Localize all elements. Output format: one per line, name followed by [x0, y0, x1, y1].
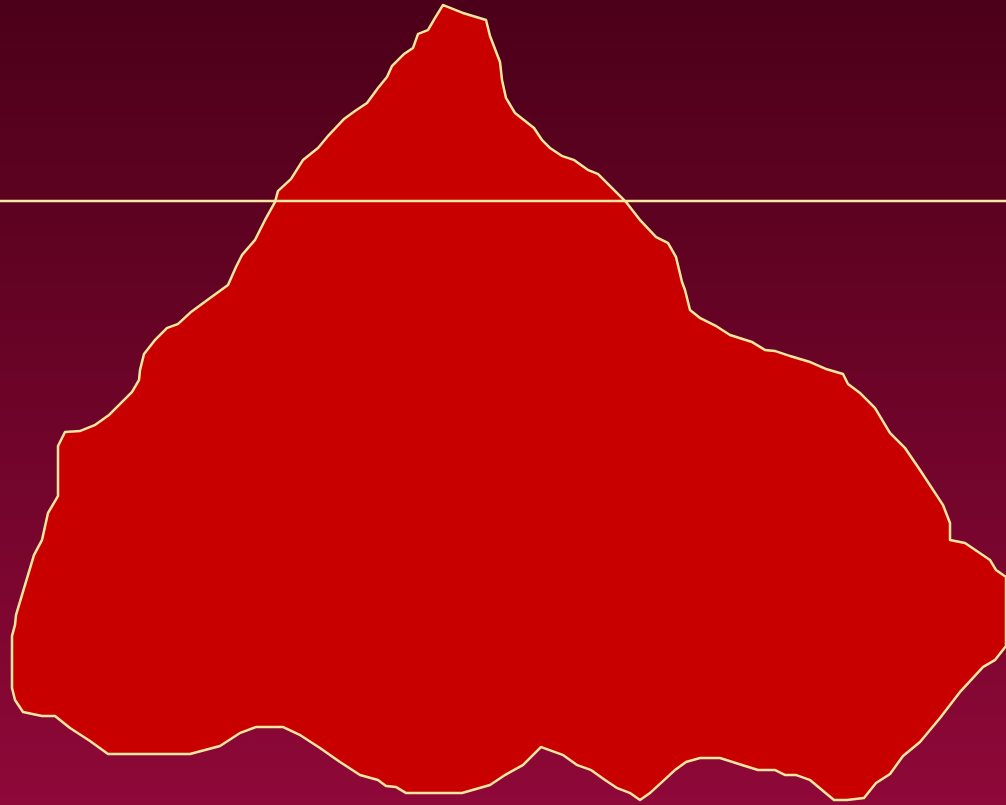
iceberg — [10, 3, 1006, 802]
